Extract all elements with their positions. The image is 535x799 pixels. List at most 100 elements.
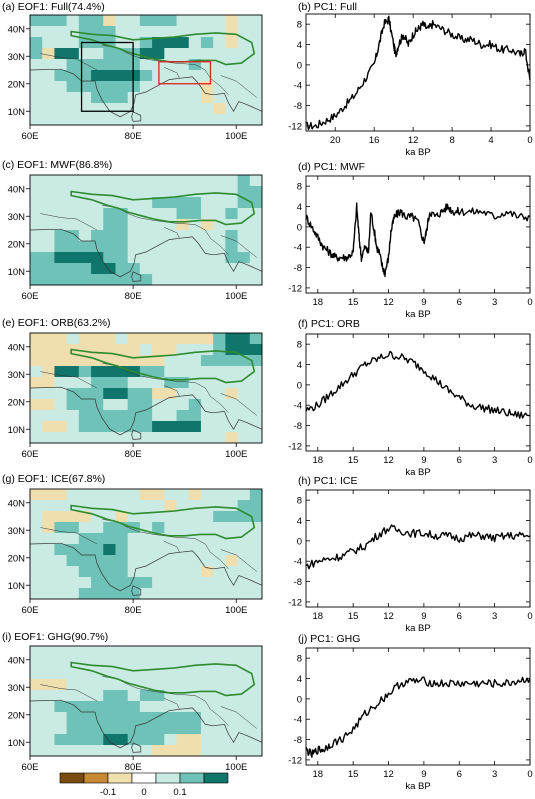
eof-grid-cell	[225, 241, 238, 253]
eof-grid-cell	[176, 274, 190, 286]
eof-grid-cell	[176, 577, 190, 589]
eof-grid-cell	[91, 219, 104, 231]
eof-grid-cell	[176, 679, 190, 691]
eof-grid-cell	[176, 263, 190, 275]
eof-grid-cell	[200, 712, 214, 724]
eof-grid-cell	[78, 410, 92, 422]
eof-grid-cell	[164, 15, 177, 27]
eof-grid-cell	[78, 588, 92, 600]
eof-grid-cell	[237, 555, 251, 567]
eof-grid-cell	[42, 175, 55, 187]
eof-grid-cell	[139, 734, 153, 746]
eof-grid-cell	[176, 489, 190, 501]
eof-grid-cell	[66, 92, 80, 104]
eof-grid-cell	[152, 410, 165, 422]
eof-grid-cell	[249, 81, 263, 93]
eof-grid-cell	[213, 114, 226, 126]
eof-grid-cell	[139, 522, 153, 534]
eof-grid-cell	[66, 745, 80, 757]
eof-grid-cell	[127, 355, 141, 367]
eof-grid-cell	[103, 690, 116, 702]
x-tick-label: 0	[527, 297, 532, 308]
eof-grid-cell	[91, 432, 104, 444]
lon-tick-label: 80E	[125, 291, 142, 302]
eof-grid-cell	[176, 723, 190, 735]
eof-grid-cell	[115, 252, 129, 264]
eof-grid-cell	[200, 577, 214, 589]
eof-grid-cell	[54, 219, 68, 231]
eof-grid-cell	[139, 723, 153, 735]
eof-grid-cell	[42, 723, 55, 735]
eof-grid-cell	[188, 522, 202, 534]
eof-grid-cell	[139, 241, 153, 253]
eof-grid-cell	[152, 241, 165, 253]
y-tick-label: 0	[297, 380, 302, 391]
eof-grid-cell	[139, 489, 153, 501]
eof-grid-cell	[237, 657, 251, 669]
eof-grid-cell	[42, 555, 55, 567]
eof-grid-cell	[42, 734, 55, 746]
y-tick-label: 4	[297, 674, 302, 685]
lat-tick-label: 10N	[8, 425, 26, 436]
eof-grid-cell	[103, 646, 116, 658]
x-tick-label: 12	[383, 455, 394, 466]
eof-grid-cell	[30, 252, 43, 264]
eof-grid-cell	[115, 208, 129, 220]
eof-grid-cell	[42, 197, 55, 209]
eof-grid-cell	[30, 745, 43, 757]
eof-grid-cell	[249, 399, 263, 411]
y-tick-label: 4	[297, 202, 302, 213]
eof-grid-cell	[54, 355, 68, 367]
eof-grid-cell	[103, 103, 116, 115]
eof-grid-cell	[78, 679, 92, 691]
eof-grid-cell	[139, 646, 153, 658]
eof-grid-cell	[127, 544, 141, 556]
colorbar-swatch	[59, 772, 85, 784]
eof-grid-cell	[176, 555, 190, 567]
eof-grid-cell	[78, 500, 92, 512]
eof-grid-cell	[164, 668, 177, 680]
eof-grid-cell	[225, 344, 238, 356]
eof-grid-cell	[249, 37, 263, 49]
eof-grid-cell	[54, 679, 68, 691]
eof-grid-cell	[225, 399, 238, 411]
eof-grid-cell	[103, 70, 116, 82]
eof-grid-cell	[30, 274, 43, 286]
eof-grid-cell	[127, 712, 141, 724]
eof-grid-cell	[152, 745, 165, 757]
eof-grid-cell	[152, 208, 165, 220]
eof-grid-cell	[237, 410, 251, 422]
eof-grid-cell	[42, 566, 55, 578]
eof-grid-cell	[188, 566, 202, 578]
eof-grid-cell	[66, 432, 80, 444]
eof-grid-cell	[30, 186, 43, 198]
eof-grid-cell	[152, 263, 165, 275]
eof-grid-cell	[213, 588, 226, 600]
eof-grid-cell	[42, 103, 55, 115]
eof-grid-cell	[164, 690, 177, 702]
eof-grid-cell	[54, 410, 68, 422]
eof-grid-cell	[115, 377, 129, 389]
eof-grid-cell	[213, 657, 226, 669]
eof-grid-cell	[213, 712, 226, 724]
eof-grid-cell	[188, 208, 202, 220]
eof-grid-cell	[249, 410, 263, 422]
eof-grid-cell	[127, 70, 141, 82]
pc1-series-line	[305, 350, 531, 419]
eof-grid-cell	[66, 274, 80, 286]
country-border	[40, 371, 98, 389]
y-tick-label: 0	[297, 694, 302, 705]
eof-grid-cell	[176, 344, 190, 356]
eof-grid-cell	[30, 175, 43, 187]
eof-grid-cell	[42, 70, 55, 82]
eof-grid-cell	[115, 432, 129, 444]
eof-grid-cell	[66, 37, 80, 49]
eof-grid-cell	[91, 208, 104, 220]
eof-grid-cell	[200, 668, 214, 680]
eof-grid-cell	[139, 230, 153, 242]
country-border	[40, 213, 98, 231]
y-tick-label: -4	[294, 715, 302, 726]
eof-grid-cell	[127, 410, 141, 422]
map-frame	[29, 645, 263, 757]
